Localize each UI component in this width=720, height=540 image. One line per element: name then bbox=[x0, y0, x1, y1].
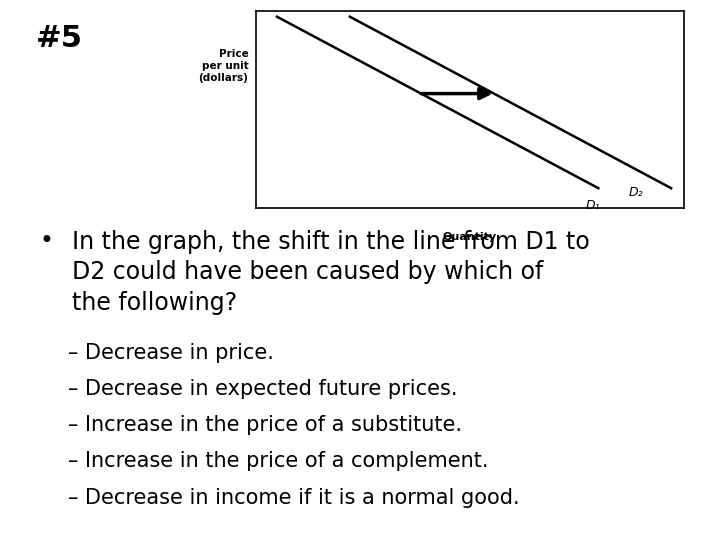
Text: – Decrease in expected future prices.: – Decrease in expected future prices. bbox=[68, 379, 458, 399]
Text: #5: #5 bbox=[36, 24, 83, 53]
Text: D₁: D₁ bbox=[585, 199, 600, 212]
Text: Price
per unit
(dollars): Price per unit (dollars) bbox=[199, 49, 248, 83]
Text: – Increase in the price of a complement.: – Increase in the price of a complement. bbox=[68, 451, 489, 471]
Text: – Decrease in income if it is a normal good.: – Decrease in income if it is a normal g… bbox=[68, 488, 520, 508]
Text: – Increase in the price of a substitute.: – Increase in the price of a substitute. bbox=[68, 415, 462, 435]
Text: – Decrease in price.: – Decrease in price. bbox=[68, 343, 274, 363]
Text: •: • bbox=[40, 230, 53, 253]
Text: In the graph, the shift in the line from D1 to
D2 could have been caused by whic: In the graph, the shift in the line from… bbox=[72, 230, 590, 315]
Text: Quantity: Quantity bbox=[443, 232, 497, 242]
Text: D₂: D₂ bbox=[629, 186, 643, 199]
